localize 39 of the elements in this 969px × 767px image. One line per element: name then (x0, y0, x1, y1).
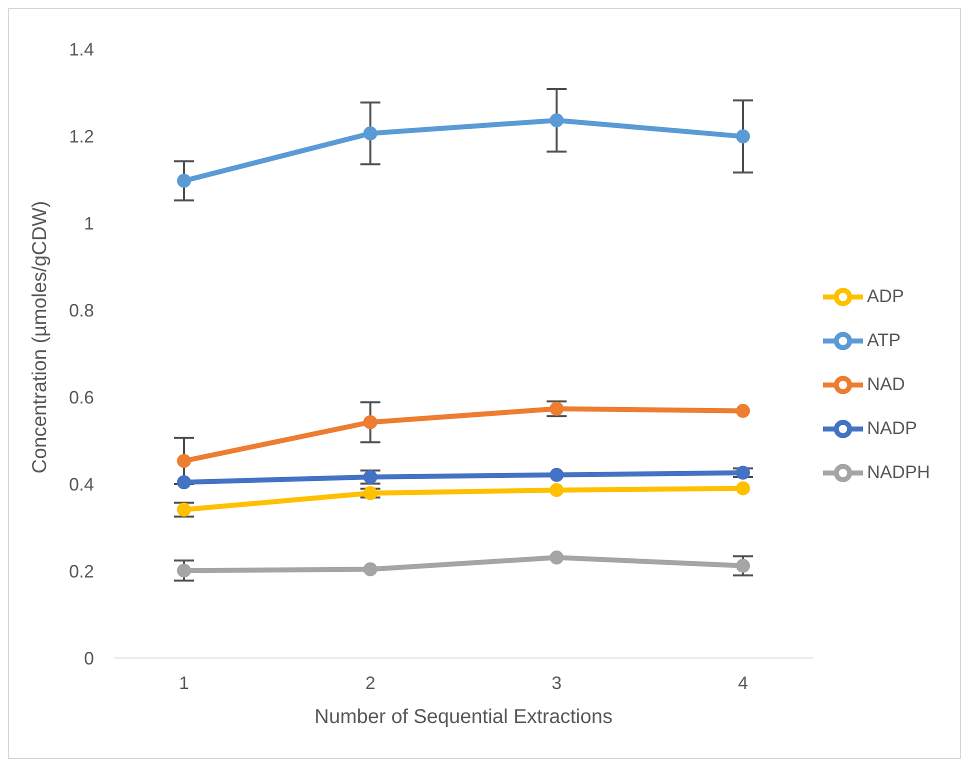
point (363, 562, 378, 576)
point (736, 481, 750, 496)
legend-label: ADP (866, 286, 904, 306)
y-tick-label: 0.6 (68, 387, 94, 408)
point (363, 415, 378, 430)
point (736, 129, 750, 144)
y-tick-label: 1 (84, 213, 94, 234)
legend-label: NADPH (866, 462, 930, 482)
point (550, 483, 564, 498)
legend-label: ATP (866, 330, 901, 350)
point (177, 454, 191, 468)
point (177, 174, 191, 188)
legend-label: NADP (866, 418, 917, 438)
x-tick-label: 3 (552, 672, 562, 693)
legend-label: NAD (866, 374, 905, 394)
point (550, 113, 564, 128)
point (550, 402, 564, 416)
x-tick-label: 2 (365, 672, 376, 693)
point (177, 564, 191, 578)
y-tick-label: 0.4 (68, 474, 94, 494)
x-tick-label: 1 (178, 672, 190, 693)
point (177, 502, 191, 517)
y-tick-label: 1.2 (68, 126, 94, 146)
y-tick-label: 1.4 (68, 39, 94, 60)
y-tick-label: 0.8 (68, 300, 94, 320)
point (550, 550, 564, 565)
point (736, 404, 750, 418)
point (363, 470, 378, 484)
point (363, 486, 378, 500)
point (550, 468, 564, 482)
x-axis-title: Number of Sequential Extractions (314, 706, 612, 728)
y-tick-label: 0.2 (68, 561, 94, 582)
y-tick-label: 0 (84, 648, 94, 668)
x-tick-label: 4 (738, 672, 748, 693)
y-axis-title: Concentration (µmoles/gCDW) (29, 200, 52, 474)
point (736, 558, 750, 573)
point (363, 126, 378, 140)
point (736, 466, 750, 480)
point (177, 475, 191, 490)
